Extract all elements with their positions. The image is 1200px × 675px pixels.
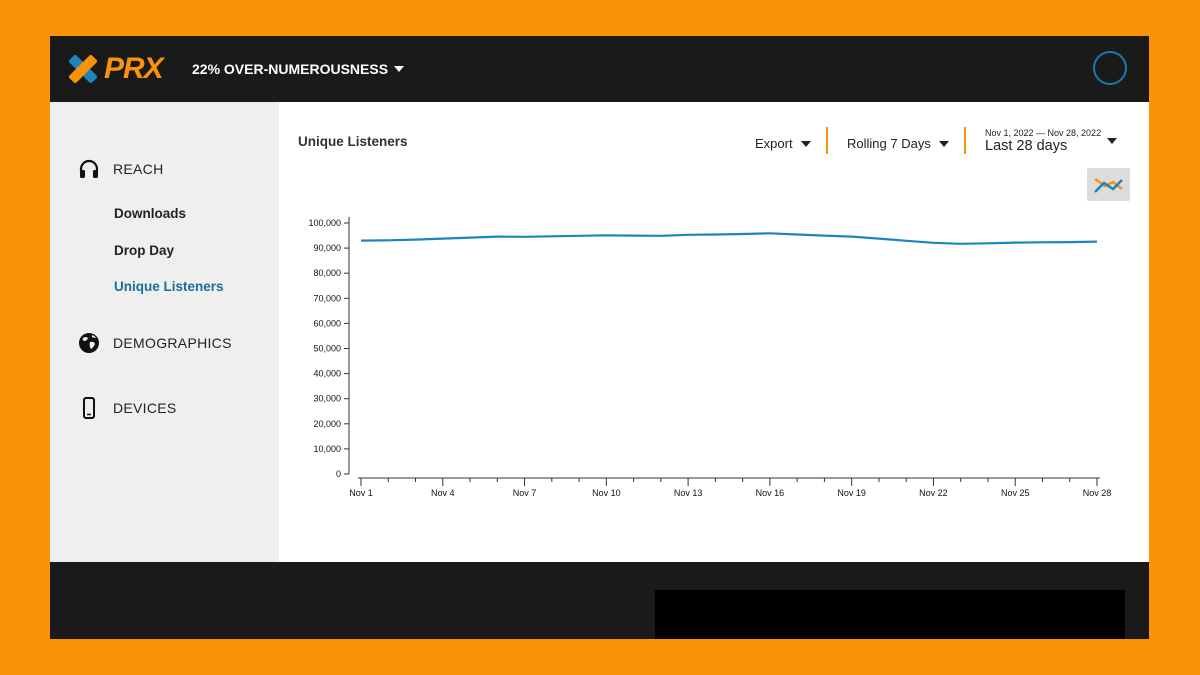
top-bar: PRX 22% OVER-NUMEROUSNESS [50,36,1149,102]
toolbar-divider [964,127,966,154]
sidebar-section-demographics[interactable]: DEMOGRAPHICS [78,332,232,354]
phone-icon [78,397,100,419]
globe-icon [78,332,100,354]
chevron-down-icon [800,140,811,147]
x-tick-label: Nov 4 [431,488,455,498]
footer-panel [655,590,1125,639]
export-dropdown[interactable]: Export [755,136,811,151]
podcast-selector[interactable]: 22% OVER-NUMEROUSNESS [192,61,405,77]
y-tick-label: 30,000 [313,394,341,404]
y-tick-label: 0 [336,469,341,479]
x-tick-label: Nov 28 [1083,488,1112,498]
y-tick-label: 100,000 [308,218,341,228]
sidebar-section-label: DEMOGRAPHICS [113,335,232,351]
chart-type-toggle[interactable] [1087,168,1130,201]
y-tick-label: 50,000 [313,344,341,354]
sidebar-item-drop-day[interactable]: Drop Day [114,243,175,258]
sidebar-item-downloads[interactable]: Downloads [114,206,187,221]
x-tick-label: Nov 25 [1001,488,1030,498]
sidebar-item-unique-listeners[interactable]: Unique Listeners [114,279,224,294]
sidebar: REACH Downloads Drop Day Unique Listener… [50,102,279,562]
footer [50,562,1149,639]
interval-dropdown[interactable]: Rolling 7 Days [847,136,949,151]
x-tick-label: Nov 19 [837,488,866,498]
prx-logo[interactable]: PRX [66,52,164,86]
sidebar-section-label: REACH [113,161,164,177]
chevron-down-icon [1107,138,1118,144]
x-tick-label: Nov 16 [756,488,785,498]
prx-x-icon [68,54,98,84]
date-range-dates: Nov 1, 2022 — Nov 28, 2022 [985,128,1102,138]
sidebar-section-reach[interactable]: REACH [78,158,164,180]
y-tick-label: 20,000 [313,419,341,429]
x-tick-label: Nov 13 [674,488,703,498]
y-tick-label: 90,000 [313,243,341,253]
line-chart: 0 10,000 20,000 30,000 40,000 50,000 60,000 70,… [308,217,1112,498]
chevron-down-icon [394,66,405,72]
page-title: Unique Listeners [298,134,408,149]
podcast-name: 22% OVER-NUMEROUSNESS [192,61,389,77]
sidebar-section-label: DEVICES [113,400,177,416]
date-range-label: Last 28 days [985,138,1068,154]
chevron-down-icon [938,140,949,147]
user-avatar[interactable] [1093,51,1127,85]
main-panel: 0 10,000 20,000 30,000 40,000 50,000 60,000 70,… [279,102,1149,562]
headphones-icon [78,158,100,180]
x-tick-label: Nov 7 [513,488,537,498]
toolbar-divider [826,127,828,154]
interval-label: Rolling 7 Days [847,136,931,151]
y-tick-label: 60,000 [313,318,341,328]
x-tick-label: Nov 22 [919,488,948,498]
y-tick-label: 80,000 [313,268,341,278]
y-tick-label: 70,000 [313,293,341,303]
date-range-dropdown[interactable]: Nov 1, 2022 — Nov 28, 2022 Last 28 days [985,128,1118,154]
export-label: Export [755,136,793,151]
line-chart-icon [1094,177,1123,193]
series-line [360,232,1098,245]
logo-text: PRX [104,52,164,85]
x-tick-label: Nov 1 [349,488,373,498]
y-tick-label: 10,000 [313,444,341,454]
x-tick-label: Nov 10 [592,488,621,498]
y-tick-label: 40,000 [313,369,341,379]
app-window: PRX 22% OVER-NUMEROUSNESS REACH Download… [50,36,1149,639]
sidebar-section-devices[interactable]: DEVICES [78,397,177,419]
